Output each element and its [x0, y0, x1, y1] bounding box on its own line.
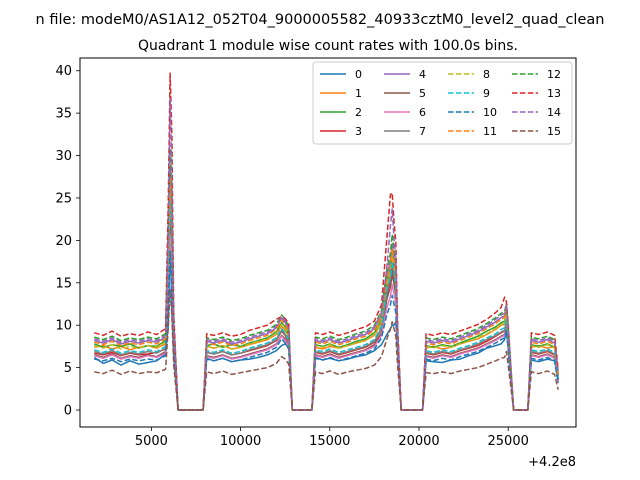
legend-label-6: 6 — [419, 106, 426, 119]
legend-label-12: 12 — [547, 68, 561, 81]
legend-label-11: 11 — [483, 125, 497, 138]
y-tick-label: 30 — [55, 149, 72, 164]
series-line-15 — [94, 288, 559, 411]
y-tick-label: 25 — [55, 191, 72, 206]
y-tick-label: 40 — [55, 64, 72, 79]
legend-label-5: 5 — [419, 87, 426, 100]
legend-label-7: 7 — [419, 125, 426, 138]
x-offset-label: +4.2e8 — [528, 455, 576, 470]
legend-label-8: 8 — [483, 68, 490, 81]
plot-frame — [79, 57, 577, 428]
y-tick-label: 20 — [55, 234, 72, 249]
legend-label-3: 3 — [355, 125, 362, 138]
chart-title: Quadrant 1 module wise count rates with … — [138, 38, 518, 54]
y-tick-label: 35 — [55, 107, 72, 122]
series-line-12 — [94, 148, 559, 411]
x-tick-label: 25000 — [488, 434, 529, 449]
legend-box — [312, 61, 573, 145]
legend-label-15: 15 — [547, 125, 561, 138]
legend-label-4: 4 — [419, 68, 426, 81]
y-tick-label: 15 — [55, 276, 72, 291]
x-tick-label: 15000 — [309, 434, 350, 449]
series-line-10 — [94, 250, 559, 411]
legend-label-0: 0 — [355, 68, 362, 81]
x-axis: 5000 10000 15000 20000 25000 — [135, 427, 529, 449]
y-axis: 0 5 10 15 20 25 30 35 40 — [55, 64, 80, 419]
series-line-14 — [94, 97, 559, 411]
x-tick-label: 5000 — [135, 434, 168, 449]
series-layer — [93, 72, 559, 411]
legend-label-1: 1 — [355, 87, 362, 100]
x-tick-label: 20000 — [398, 434, 439, 449]
series-line-9 — [94, 195, 559, 411]
x-tick-label: 10000 — [220, 434, 261, 449]
legend-label-14: 14 — [547, 106, 561, 119]
legend-label-9: 9 — [483, 87, 490, 100]
legend-label-13: 13 — [547, 87, 561, 100]
y-tick-label: 5 — [64, 361, 72, 376]
y-tick-label: 0 — [64, 404, 72, 419]
y-tick-label: 10 — [55, 319, 72, 334]
legend-label-2: 2 — [355, 106, 362, 119]
legend-label-10: 10 — [483, 106, 497, 119]
figure-suptitle: n file: modeM0/AS1A12_052T04_9000005582_… — [36, 12, 605, 28]
